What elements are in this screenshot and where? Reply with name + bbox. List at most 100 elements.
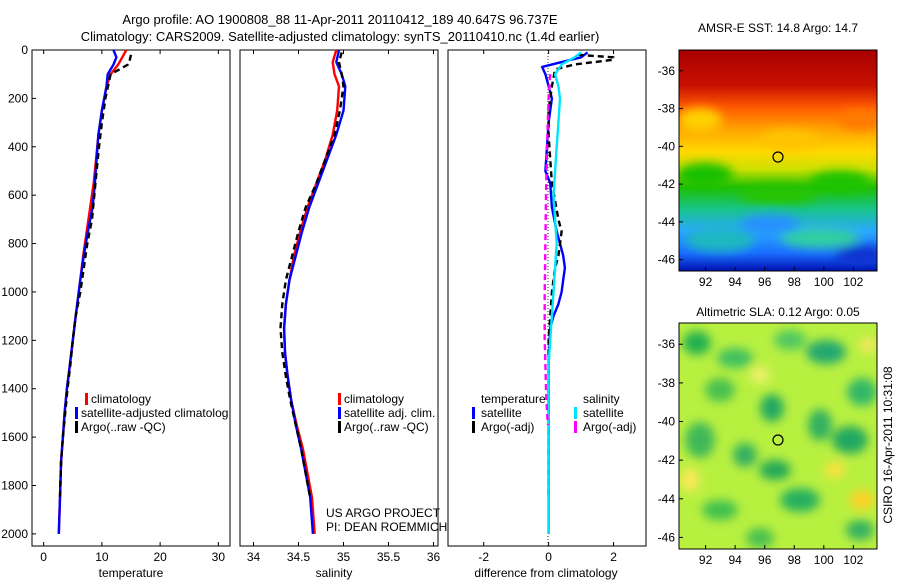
y-tick-label: 2000 bbox=[1, 527, 28, 541]
sst-texture bbox=[679, 108, 877, 265]
x-tick-label: 10 bbox=[95, 550, 109, 564]
x-tick-label: 94 bbox=[728, 275, 742, 289]
plot-frame bbox=[31, 49, 231, 547]
legend-item: Argo(-adj) bbox=[583, 420, 636, 434]
legend-group-title: temperature bbox=[481, 392, 546, 406]
legend-item: Argo(-adj) bbox=[481, 420, 534, 434]
title-line-2: Climatology: CARS2009. Satellite-adjuste… bbox=[81, 29, 600, 44]
series-line bbox=[547, 51, 582, 534]
map-frame bbox=[678, 49, 878, 272]
argo-float-marker bbox=[772, 434, 784, 446]
legend-item: climatology bbox=[344, 392, 404, 406]
x-tick-label: 36 bbox=[427, 550, 441, 564]
plot-lines bbox=[540, 51, 615, 534]
legend-swatch-argo bbox=[75, 421, 78, 433]
y-tick-label: 1000 bbox=[1, 285, 28, 299]
x-tick-label: 34 bbox=[247, 550, 261, 564]
credit-line-1: US ARGO PROJECT bbox=[326, 506, 441, 520]
x-tick-label: 96 bbox=[758, 275, 772, 289]
y-tick-label: 0 bbox=[21, 43, 28, 57]
x-tick-label: 2 bbox=[610, 550, 617, 564]
x-axis: 0 10 20 30 bbox=[40, 50, 225, 564]
x-tick-label: 34.5 bbox=[287, 550, 311, 564]
temperature-panel: 0 200 400 600 800 1000 1200 1400 1600 1800 2000 0 1… bbox=[1, 43, 231, 580]
y-tick-label: -44 bbox=[658, 215, 676, 229]
plot-lines bbox=[57, 49, 133, 534]
legend-swatch-argo bbox=[338, 421, 341, 433]
legend: climatology satellite-adjusted climatolo… bbox=[75, 392, 228, 434]
plot-frame bbox=[239, 49, 439, 547]
y-tick-label: 1600 bbox=[1, 430, 28, 444]
difference-panel: -2 0 2 difference from climatology tempera… bbox=[447, 49, 647, 580]
x-tick-label: 20 bbox=[153, 550, 167, 564]
x-tick-label: 102 bbox=[843, 553, 863, 567]
x-axis-label: salinity bbox=[316, 566, 353, 580]
legend-item: satellite bbox=[583, 406, 624, 420]
x-tick-label: 96 bbox=[758, 553, 772, 567]
y-tick-label: -36 bbox=[658, 337, 676, 351]
series-line bbox=[279, 52, 345, 498]
legend-group-title: salinity bbox=[583, 392, 620, 406]
x-tick-label: -2 bbox=[478, 550, 489, 564]
y-tick-label: -42 bbox=[658, 453, 676, 467]
y-tick-label: 1800 bbox=[1, 479, 28, 493]
legend-swatch-temp-satellite bbox=[472, 407, 475, 419]
y-tick-label: 400 bbox=[8, 140, 28, 154]
map-axes: 92 94 96 98 100 102 -36 -38 -40 -42 -44 -46 bbox=[658, 337, 864, 567]
credit-line-2: PI: DEAN ROEMMICH bbox=[326, 520, 447, 534]
x-tick-label: 30 bbox=[212, 550, 226, 564]
y-tick-label: -44 bbox=[658, 492, 676, 506]
legend: temperature satellite Argo(-adj) salinit… bbox=[472, 392, 636, 434]
legend-swatch-sal-satellite bbox=[574, 407, 577, 419]
y-tick-label: 800 bbox=[8, 237, 28, 251]
x-axis: -2 0 2 bbox=[478, 50, 617, 564]
legend-swatch-climatology bbox=[85, 393, 88, 405]
x-tick-label: 98 bbox=[788, 275, 802, 289]
map-title: AMSR-E SST: 14.8 Argo: 14.7 bbox=[698, 21, 858, 35]
x-tick-label: 0 bbox=[40, 550, 47, 564]
csiro-timestamp: CSIRO 16-Apr-2011 10:31:08 bbox=[881, 366, 895, 524]
y-tick-label: -38 bbox=[658, 102, 676, 116]
series-line bbox=[547, 53, 615, 498]
y-tick-label: 1200 bbox=[1, 333, 28, 347]
series-line bbox=[543, 74, 552, 426]
legend-swatch-climatology bbox=[338, 393, 341, 405]
legend-swatch-satellite bbox=[75, 407, 78, 419]
x-tick-label: 100 bbox=[814, 553, 834, 567]
title-line-1: Argo profile: AO 1900808_88 11-Apr-2011 … bbox=[122, 12, 557, 27]
y-tick-label: -40 bbox=[658, 415, 676, 429]
legend-item: satellite adj. clim. bbox=[344, 406, 435, 420]
y-tick-label: -36 bbox=[658, 64, 676, 78]
series-line bbox=[58, 54, 133, 498]
x-tick-label: 98 bbox=[788, 553, 802, 567]
y-tick-label: -46 bbox=[658, 253, 676, 267]
legend-swatch-temp-argo bbox=[472, 421, 475, 433]
sla-map-panel: Altimetric SLA: 0.12 Argo: 0.05 bbox=[658, 305, 878, 567]
x-tick-label: 35.5 bbox=[377, 550, 401, 564]
y-tick-label: -38 bbox=[658, 376, 676, 390]
legend-item: Argo(..raw -QC) bbox=[81, 420, 166, 434]
map-frame bbox=[678, 322, 878, 550]
x-tick-label: 92 bbox=[699, 553, 713, 567]
legend-swatch-sal-argo bbox=[574, 421, 577, 433]
legend-item: Argo(..raw -QC) bbox=[344, 420, 429, 434]
x-tick-label: 35 bbox=[337, 550, 351, 564]
y-tick-label: 1400 bbox=[1, 382, 28, 396]
x-axis: 34 34.5 35 35.5 36 bbox=[247, 50, 441, 564]
legend-item: satellite-adjusted climatolog bbox=[81, 406, 228, 420]
legend-item: climatology bbox=[91, 392, 151, 406]
map-title: Altimetric SLA: 0.12 Argo: 0.05 bbox=[696, 305, 860, 319]
y-tick-label: 600 bbox=[8, 188, 28, 202]
x-axis-label: temperature bbox=[99, 566, 164, 580]
x-axis-label: difference from climatology bbox=[474, 566, 617, 580]
series-line bbox=[282, 49, 347, 534]
argo-float-marker bbox=[772, 151, 784, 163]
sla-texture bbox=[681, 330, 877, 548]
y-axis: 0 200 400 600 800 1000 1200 1400 1600 1800 2000 bbox=[1, 43, 36, 541]
y-tick-label: -42 bbox=[658, 177, 676, 191]
x-tick-label: 102 bbox=[843, 275, 863, 289]
x-tick-label: 0 bbox=[545, 550, 552, 564]
map-axes: 92 94 96 98 100 102 -36 -38 -40 -42 -44 -46 bbox=[658, 64, 864, 289]
plot-lines bbox=[279, 49, 347, 534]
